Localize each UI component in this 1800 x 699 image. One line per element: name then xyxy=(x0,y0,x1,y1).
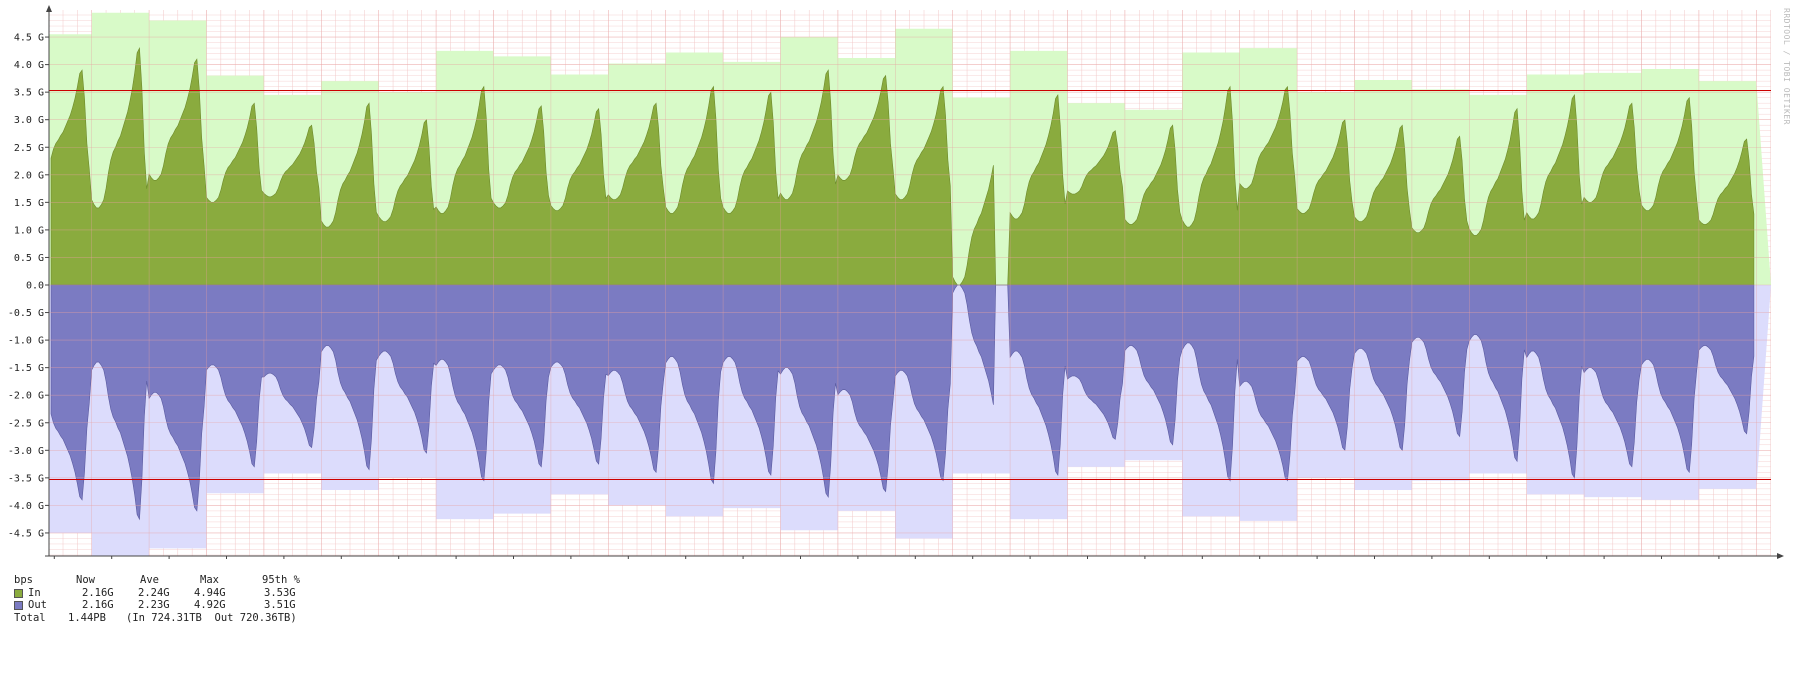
chart-axes xyxy=(45,5,1784,559)
y-tick-label: 4.5 G xyxy=(14,33,44,44)
legend-header-ave: Ave xyxy=(140,574,159,586)
y-axis-labels: 4.5 G 4.0 G 3.5 G 3.0 G 2.5 G 2.0 G 1.5 G 1.0 G… xyxy=(8,33,44,540)
legend-p95-in: 3.53G xyxy=(264,586,296,599)
legend-name-out: Out xyxy=(28,599,47,611)
x-axis-arrow xyxy=(1777,553,1784,559)
legend-total-value: 1.44PB xyxy=(68,611,106,624)
legend-now-out: 2.16G xyxy=(82,599,114,611)
legend-total-detail: (In 724.31TB Out 720.36TB) xyxy=(126,611,297,624)
y-tick-label: 4.0 G xyxy=(14,60,44,71)
legend-ave-out: 2.23G xyxy=(138,599,170,611)
legend-total-row: Total 1.44PB (In 724.31TB Out 720.36TB) xyxy=(14,612,297,625)
y-tick-label: -1.5 G xyxy=(8,363,44,374)
y-tick-label: 2.0 G xyxy=(14,170,44,181)
y-tick-label: -4.0 G xyxy=(8,501,44,512)
legend-header-max: Max xyxy=(200,574,219,586)
series-layer xyxy=(50,46,1755,521)
legend-total-label: Total xyxy=(14,611,46,624)
legend-header-row: bps Now Ave Max 95th % xyxy=(14,574,300,587)
y-tick-label: -1.0 G xyxy=(8,336,44,347)
y-tick-label: -3.5 G xyxy=(8,473,44,484)
y-tick-label: 1.5 G xyxy=(14,198,44,209)
out-series-area xyxy=(50,284,1755,521)
y-tick-label: -3.0 G xyxy=(8,446,44,457)
y-tick-label: 3.0 G xyxy=(14,115,44,126)
legend-ave-in: 2.24G xyxy=(138,586,170,599)
y-tick-label: 3.5 G xyxy=(14,88,44,99)
legend-header-p95: 95th % xyxy=(262,574,300,586)
y-tick-label: -2.0 G xyxy=(8,391,44,402)
legend-now-in: 2.16G xyxy=(82,586,114,599)
legend-max-out: 4.92G xyxy=(194,599,226,611)
legend-header-now: Now xyxy=(76,574,95,586)
y-tick-label: 1.0 G xyxy=(14,225,44,236)
legend-max-in: 4.94G xyxy=(194,586,226,599)
legend-unit: bps xyxy=(14,574,33,586)
legend-row-in: In 2.16G 2.24G 4.94G 3.53G xyxy=(14,586,296,600)
y-tick-label: 0.0 xyxy=(26,281,44,292)
y-tick-label: -0.5 G xyxy=(8,308,44,319)
legend-row-out: Out 2.16G 2.23G 4.92G 3.51G xyxy=(14,599,296,612)
y-tick-label: 2.5 G xyxy=(14,143,44,154)
y-axis-arrow xyxy=(46,5,52,12)
legend-swatch-out xyxy=(14,601,23,610)
legend: bps Now Ave Max 95th % In 2.16G 2.24G 4.… xyxy=(14,574,300,625)
y-tick-label: -2.5 G xyxy=(8,418,44,429)
y-tick-label: 0.5 G xyxy=(14,253,44,264)
legend-swatch-in xyxy=(14,588,23,598)
y-tick-label: -4.5 G xyxy=(8,528,44,539)
percentile-lines xyxy=(49,10,1771,556)
traffic-chart: 4.5 G 4.0 G 3.5 G 3.0 G 2.5 G 2.0 G 1.5 G 1.0 G… xyxy=(8,5,1784,559)
legend-p95-out: 3.51G xyxy=(264,599,296,611)
legend-name-in: In xyxy=(28,586,41,599)
tool-credit: RRDTOOL / TOBI OETIKER xyxy=(1782,8,1791,125)
in-series-area xyxy=(50,46,1755,286)
